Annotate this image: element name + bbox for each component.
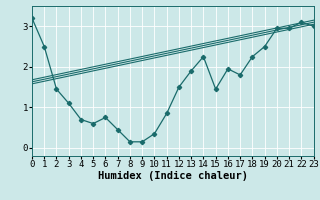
X-axis label: Humidex (Indice chaleur): Humidex (Indice chaleur) bbox=[98, 171, 248, 181]
